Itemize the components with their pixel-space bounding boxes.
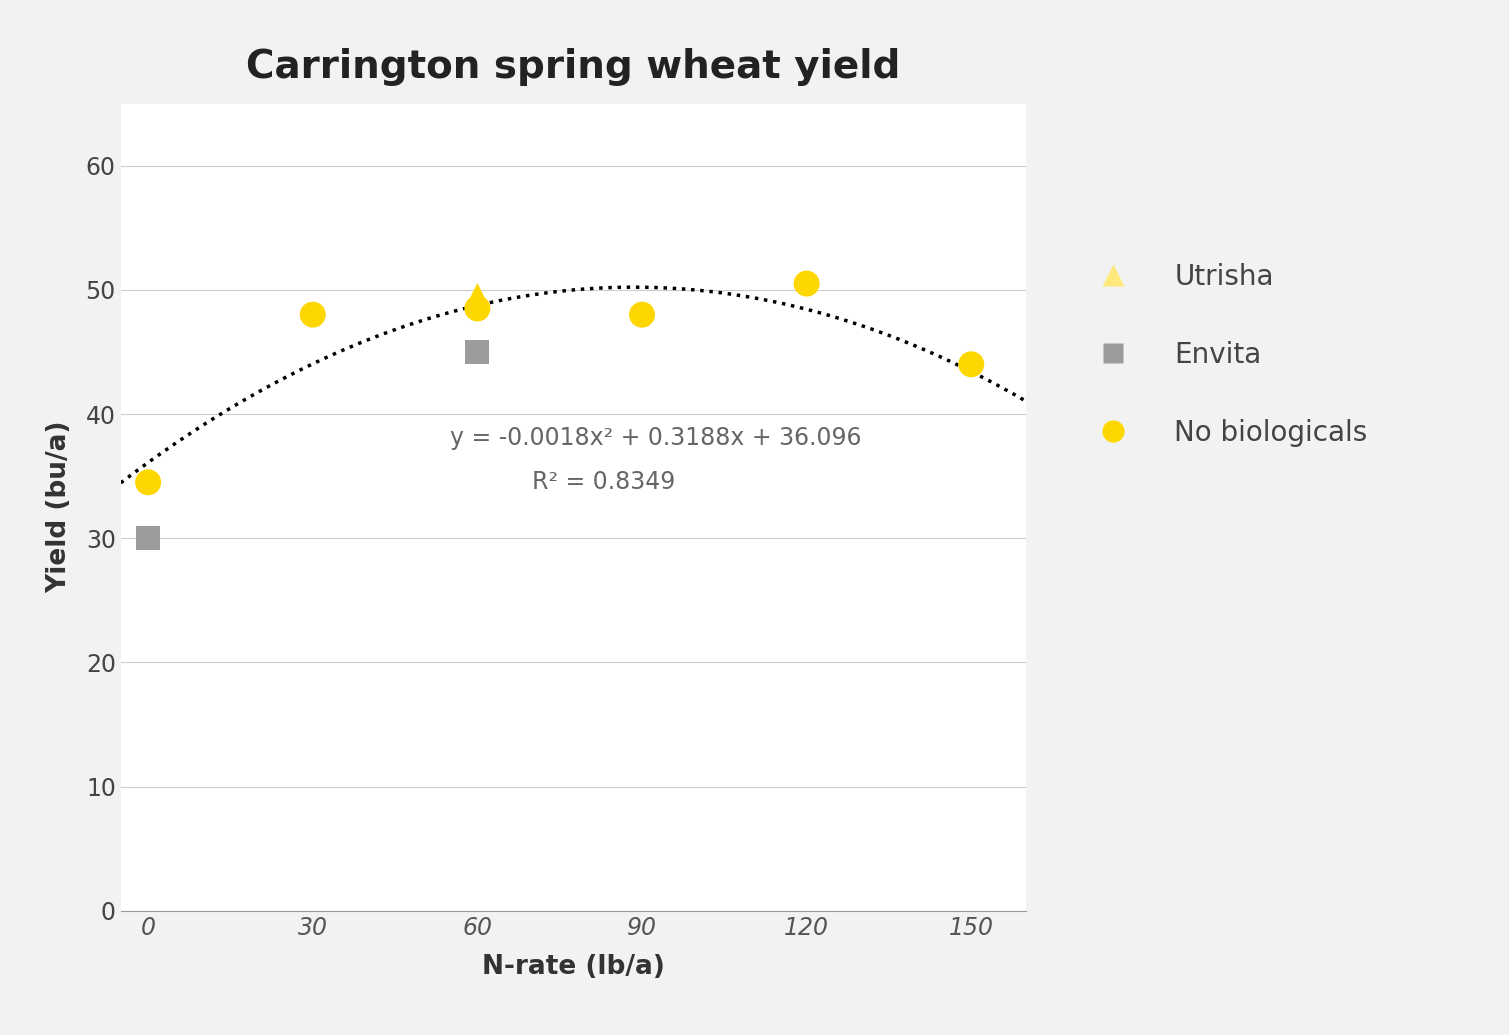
Point <box>465 300 489 317</box>
Text: y = -0.0018x² + 0.3188x + 36.096: y = -0.0018x² + 0.3188x + 36.096 <box>450 426 862 450</box>
Point <box>136 530 160 546</box>
Title: Carrington spring wheat yield: Carrington spring wheat yield <box>246 49 901 87</box>
Point <box>960 356 984 373</box>
Point <box>465 288 489 304</box>
X-axis label: N-rate (lb/a): N-rate (lb/a) <box>481 953 665 979</box>
Text: R² = 0.8349: R² = 0.8349 <box>533 470 676 494</box>
Point <box>629 306 653 323</box>
Point <box>300 306 324 323</box>
Y-axis label: Yield (bu/a): Yield (bu/a) <box>45 421 72 593</box>
Legend: Utrisha, Envita, No biologicals: Utrisha, Envita, No biologicals <box>1085 263 1367 447</box>
Point <box>465 344 489 360</box>
Point <box>136 474 160 491</box>
Point <box>795 275 819 292</box>
